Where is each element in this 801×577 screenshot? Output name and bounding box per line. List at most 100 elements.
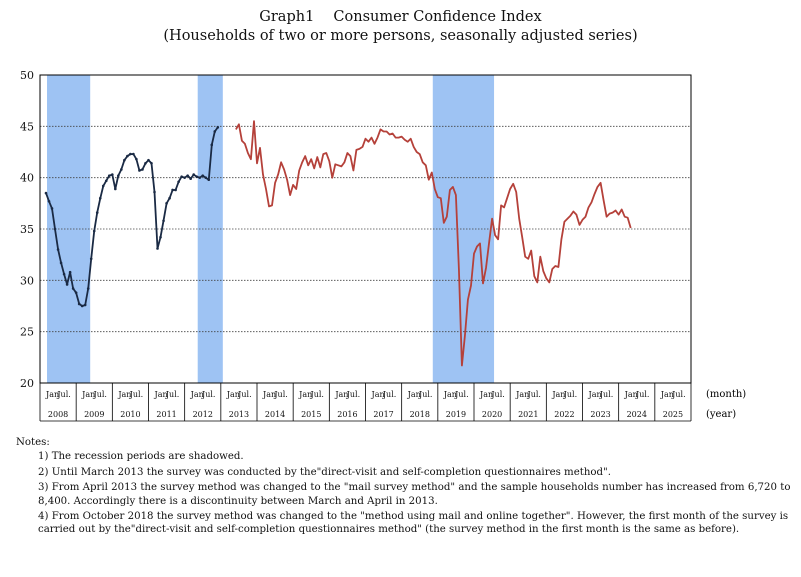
series-point <box>183 176 186 179</box>
series-point <box>174 188 177 192</box>
x-year-label: 2009 <box>84 410 104 419</box>
series-point <box>117 174 120 177</box>
note-item: 3) From April 2013 the survey method was… <box>38 482 791 507</box>
x-month-label: Jul. <box>273 390 287 399</box>
chart-subtitle: (Households of two or more persons, seas… <box>163 28 638 44</box>
x-year-label: 2015 <box>301 410 321 419</box>
x-month-label: Jan <box>81 390 95 399</box>
x-month-label: Jul. <box>454 390 468 399</box>
series-point <box>104 179 108 183</box>
x-month-label: Jul. <box>599 390 613 399</box>
x-axis-year-row: 2008 2009 2010 2011 2012 2013 2014 2015 2016 2017… <box>39 383 692 422</box>
x-month-label: Jan <box>298 390 312 399</box>
chart-title-block: Graph1 Consumer Confidence Index (Househ… <box>0 8 801 46</box>
x-month-label: Jan <box>515 390 529 399</box>
series-point <box>107 174 111 177</box>
series-point <box>147 158 150 162</box>
series-point <box>138 169 141 172</box>
x-month-label: Jan <box>190 390 204 399</box>
series-point <box>101 184 105 188</box>
x-month-label: Jul. <box>56 390 70 399</box>
series-point <box>141 168 144 171</box>
x-year-label: 2016 <box>337 410 357 419</box>
x-month-label: Jul. <box>201 390 215 399</box>
y-tick-label: 40 <box>20 172 34 185</box>
series-point <box>207 178 211 182</box>
recession-band <box>197 75 223 383</box>
notes-list: 1) The recession periods are shadowed. 2… <box>16 450 796 536</box>
recession-bands <box>47 75 495 383</box>
series-point <box>98 196 102 200</box>
x-month-label: Jan <box>334 390 348 399</box>
x-year-label: 2023 <box>590 410 610 419</box>
note-item: 1) The recession periods are shadowed. <box>38 451 244 463</box>
x-month-label: Jan <box>551 390 565 399</box>
series-point <box>159 235 162 239</box>
chart-title: Graph1 Consumer Confidence Index <box>259 9 542 25</box>
series-point <box>135 157 138 161</box>
x-year-label: 2011 <box>156 410 176 419</box>
series-point <box>168 196 171 200</box>
x-year-label: 2012 <box>193 410 213 419</box>
x-month-label: Jan <box>443 390 457 399</box>
y-tick-label: 20 <box>20 377 34 390</box>
x-axis-year-unit: (year) <box>706 409 736 420</box>
x-month-label: Jan <box>226 390 240 399</box>
series-point <box>65 283 69 286</box>
series-point <box>150 161 153 165</box>
series-point <box>95 211 99 214</box>
x-month-label: Jan <box>479 390 493 399</box>
series-point <box>77 302 81 306</box>
y-axis-tick-labels: 20 25 30 35 40 45 50 <box>20 69 34 390</box>
x-month-label: Jul. <box>129 390 143 399</box>
x-month-label: Jul. <box>418 390 432 399</box>
x-month-label: Jul. <box>93 390 107 399</box>
series-point <box>195 175 198 178</box>
x-month-label: Jul. <box>346 390 360 399</box>
series-point <box>62 272 66 276</box>
series-point <box>111 173 114 176</box>
series-point <box>129 152 132 156</box>
x-year-label: 2019 <box>446 410 466 419</box>
x-year-label: 2024 <box>627 410 647 419</box>
x-month-label: Jan <box>660 390 674 399</box>
x-axis-month-unit: (month) <box>706 389 746 400</box>
series-line-2 <box>235 120 632 367</box>
y-tick-label: 45 <box>20 120 34 133</box>
series-point <box>74 291 78 294</box>
series-point <box>114 187 117 191</box>
series-point <box>186 174 189 177</box>
series-point <box>80 304 84 308</box>
series-point <box>47 199 51 203</box>
x-month-label: Jul. <box>237 390 251 399</box>
x-year-label: 2021 <box>518 410 538 419</box>
series-point <box>59 261 63 265</box>
notes-section: Notes: 1) The recession periods are shad… <box>16 436 796 539</box>
x-year-label: 2020 <box>482 410 502 419</box>
x-month-label: Jul. <box>635 390 649 399</box>
x-month-label: Jan <box>624 390 638 399</box>
series-point <box>86 287 90 290</box>
x-month-label: Jan <box>588 390 602 399</box>
x-month-label: Jul. <box>563 390 577 399</box>
series-point <box>132 152 135 156</box>
x-year-label: 2008 <box>48 410 68 419</box>
x-month-label: Jul. <box>671 390 685 399</box>
series-point <box>189 177 192 180</box>
x-year-label: 2010 <box>120 410 140 419</box>
notes-heading: Notes: <box>16 437 50 448</box>
series-point <box>162 219 165 223</box>
series-point <box>171 188 174 192</box>
note-item: 2) Until March 2013 the survey was condu… <box>38 466 611 478</box>
series-point <box>123 158 126 162</box>
y-tick-label: 35 <box>20 223 34 236</box>
series-point <box>71 287 75 290</box>
series-point <box>153 190 156 194</box>
series-point <box>177 180 180 184</box>
series-point <box>92 229 96 233</box>
y-tick-label: 30 <box>20 274 34 287</box>
series-point <box>144 161 147 165</box>
series-point <box>210 143 214 147</box>
